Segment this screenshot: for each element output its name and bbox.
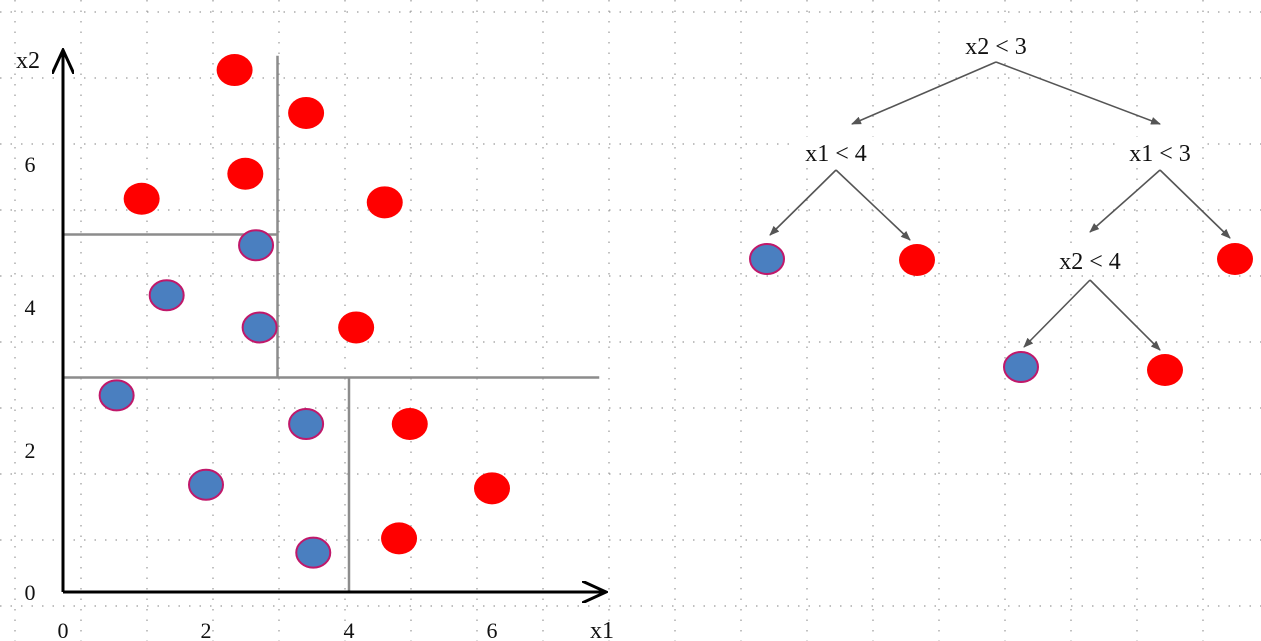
decision-tree: x2 < 3 x1 < 4 x1 < 3 x2 < 4	[749, 30, 1253, 386]
root-node-bg	[955, 30, 1039, 60]
x-tick-label: 2	[201, 618, 212, 641]
point-red	[366, 186, 403, 219]
x2-tick-labels: 0 2 4 6	[25, 152, 36, 605]
rl-node-bg	[1048, 245, 1132, 275]
point-red	[474, 472, 510, 505]
y-tick-label: 4	[25, 295, 36, 320]
left-node-bg	[794, 137, 878, 167]
tree-node-labels: x2 < 3 x1 < 4 x1 < 3 x2 < 4	[794, 30, 1202, 275]
right-node-bg	[1118, 137, 1202, 167]
edge-rl-leaf-rlr	[1089, 279, 1161, 351]
y-tick-label: 2	[25, 438, 36, 463]
leaf-lr-red-circle	[899, 244, 935, 276]
leaf-rr-red-circle	[1217, 243, 1253, 275]
edge-right-node-rl	[1089, 169, 1161, 233]
edge-left-leaf-ll	[769, 169, 837, 236]
point-red	[288, 96, 325, 129]
point-blue	[98, 379, 135, 412]
x1-axis-label: x1	[590, 618, 614, 641]
tree-node-left: x1 < 4	[805, 141, 867, 167]
x2-axis-label: x2	[16, 48, 40, 74]
data-points	[98, 54, 510, 569]
split-lines	[63, 55, 600, 592]
edge-rl-leaf-rll	[1023, 279, 1091, 348]
feature-space-plot: 0 2 4 6 0 2 4 6 x1 x2	[16, 48, 614, 641]
point-red	[216, 54, 253, 87]
y-tick-label: 0	[25, 580, 36, 605]
point-blue	[288, 407, 325, 440]
tree-leaves	[749, 243, 1253, 386]
point-red	[227, 157, 264, 190]
y-tick-label: 6	[25, 152, 36, 177]
point-blue	[148, 279, 185, 312]
x-tick-label: 0	[58, 618, 69, 641]
edge-left-leaf-lr	[835, 169, 911, 241]
point-blue	[188, 468, 224, 501]
x-tick-label: 4	[344, 618, 355, 641]
point-red	[381, 522, 418, 555]
point-red	[391, 407, 428, 440]
tree-edges	[769, 61, 1231, 351]
point-red	[123, 182, 160, 215]
leaf-rlr-red-circle	[1147, 354, 1183, 386]
tree-node-right: x1 < 3	[1129, 141, 1191, 167]
leaf-rll-blue-circle	[1003, 351, 1039, 383]
leaf-ll-blue-circle	[749, 243, 785, 275]
tree-node-root: x2 < 3	[965, 34, 1027, 60]
x1-tick-labels: 0 2 4 6	[58, 618, 498, 641]
point-blue	[238, 229, 275, 262]
edge-right-leaf-rr	[1159, 169, 1231, 239]
tree-node-right-left: x2 < 4	[1059, 249, 1121, 275]
edge-root-right	[995, 61, 1161, 125]
point-blue	[295, 536, 332, 569]
point-red	[338, 311, 375, 344]
edge-root-left	[851, 61, 997, 125]
x-tick-label: 6	[487, 618, 498, 641]
point-blue	[241, 311, 278, 344]
